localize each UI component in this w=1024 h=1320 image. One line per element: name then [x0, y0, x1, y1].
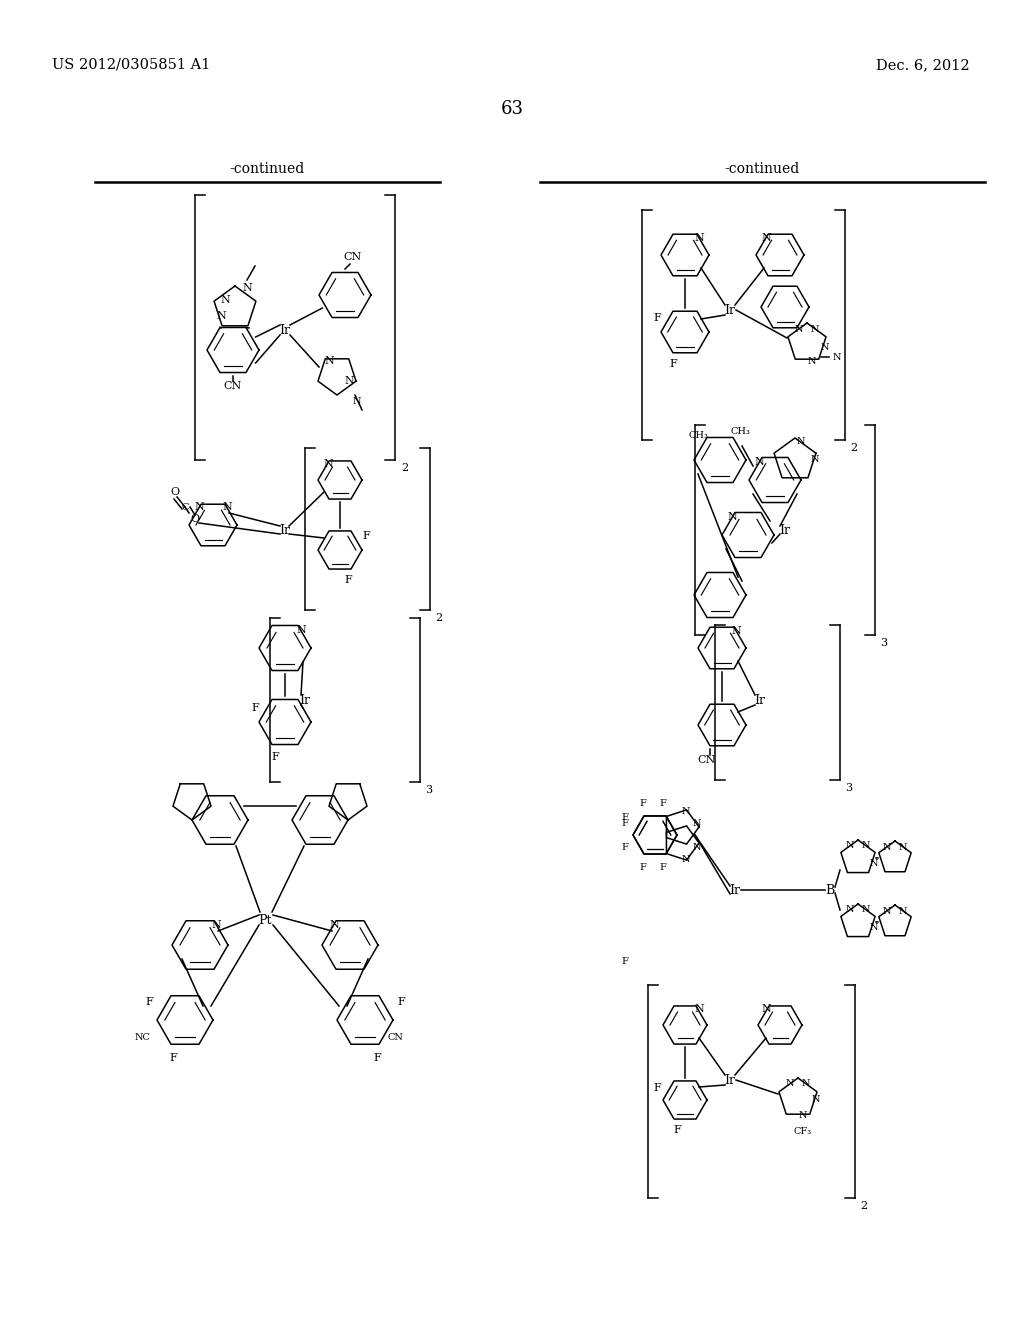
Text: US 2012/0305851 A1: US 2012/0305851 A1	[52, 58, 210, 73]
Text: N: N	[862, 906, 870, 915]
Text: CN: CN	[387, 1034, 402, 1043]
Text: O: O	[190, 513, 200, 524]
Text: N: N	[811, 325, 819, 334]
Text: N: N	[211, 920, 221, 931]
Text: N: N	[731, 626, 741, 636]
Text: F: F	[659, 862, 667, 871]
Text: F: F	[673, 1125, 681, 1135]
Text: F: F	[669, 359, 677, 370]
Text: N: N	[802, 1080, 810, 1089]
Text: N: N	[222, 502, 231, 512]
Text: N: N	[682, 807, 690, 816]
Text: F: F	[622, 842, 629, 851]
Text: C: C	[181, 503, 188, 511]
Text: 2: 2	[401, 463, 409, 473]
Text: N: N	[761, 234, 771, 243]
Text: B: B	[825, 883, 835, 896]
Text: N: N	[727, 512, 737, 521]
Text: Ir: Ir	[725, 1073, 735, 1086]
Text: N: N	[216, 312, 226, 321]
Text: N: N	[325, 356, 334, 366]
Text: -continued: -continued	[229, 162, 304, 176]
Text: N: N	[329, 920, 339, 931]
Text: N: N	[883, 842, 891, 851]
Text: N: N	[833, 352, 842, 362]
Text: Ir: Ir	[280, 524, 291, 536]
Text: F: F	[169, 1053, 177, 1063]
Text: 2: 2	[860, 1201, 867, 1210]
Text: F: F	[653, 313, 660, 323]
Text: F: F	[251, 704, 259, 713]
Text: 2: 2	[850, 444, 857, 453]
Text: F: F	[271, 752, 279, 762]
Text: N: N	[195, 502, 204, 512]
Text: Ir: Ir	[755, 693, 766, 706]
Text: CF₃: CF₃	[794, 1127, 812, 1137]
Text: F: F	[622, 818, 629, 828]
Text: N: N	[694, 234, 703, 243]
Text: 3: 3	[425, 785, 432, 795]
Text: Ir: Ir	[725, 304, 735, 317]
Text: F: F	[640, 862, 646, 871]
Text: Ir: Ir	[779, 524, 791, 536]
Text: N: N	[869, 923, 879, 932]
Text: F: F	[397, 997, 404, 1007]
Text: N: N	[821, 342, 829, 351]
Text: CH₃: CH₃	[688, 432, 708, 441]
Text: -continued: -continued	[724, 162, 800, 176]
Text: Pt: Pt	[258, 913, 271, 927]
Text: F: F	[622, 957, 629, 966]
Text: N: N	[352, 396, 361, 405]
Text: N: N	[693, 842, 701, 851]
Text: Ir: Ir	[299, 693, 310, 706]
Text: N: N	[242, 282, 252, 293]
Text: N: N	[785, 1080, 795, 1089]
Text: 3: 3	[880, 638, 887, 648]
Text: N: N	[862, 842, 870, 850]
Text: Ir: Ir	[729, 883, 740, 896]
Text: N: N	[869, 858, 879, 867]
Text: CN: CN	[224, 381, 242, 391]
Text: Dec. 6, 2012: Dec. 6, 2012	[877, 58, 970, 73]
Text: N: N	[883, 907, 891, 916]
Text: N: N	[220, 294, 229, 305]
Text: O: O	[170, 487, 179, 498]
Text: F: F	[640, 799, 646, 808]
Text: N: N	[808, 356, 816, 366]
Text: F: F	[622, 813, 629, 822]
Text: N: N	[811, 455, 819, 465]
Text: CH₃: CH₃	[730, 428, 750, 437]
Text: 63: 63	[501, 100, 523, 117]
Text: N: N	[812, 1096, 820, 1105]
Text: N: N	[344, 376, 354, 385]
Text: F: F	[653, 1082, 660, 1093]
Text: N: N	[754, 457, 764, 467]
Text: N: N	[846, 906, 854, 915]
Text: N: N	[846, 842, 854, 850]
Text: F: F	[344, 576, 352, 585]
Text: Ir: Ir	[280, 323, 291, 337]
Text: N: N	[324, 459, 333, 469]
Text: N: N	[761, 1005, 771, 1014]
Text: N: N	[795, 325, 803, 334]
Text: N: N	[694, 1005, 703, 1014]
Text: F: F	[362, 531, 370, 541]
Text: F: F	[659, 799, 667, 808]
Text: F: F	[145, 997, 153, 1007]
Text: CN: CN	[344, 252, 362, 261]
Text: N: N	[799, 1111, 807, 1121]
Text: N: N	[682, 854, 690, 863]
Text: N: N	[899, 907, 907, 916]
Text: N: N	[693, 818, 701, 828]
Text: CN: CN	[697, 755, 715, 766]
Text: 2: 2	[435, 612, 442, 623]
Text: F: F	[373, 1053, 381, 1063]
Text: N: N	[296, 624, 306, 635]
Text: N: N	[899, 842, 907, 851]
Text: 3: 3	[845, 783, 852, 793]
Text: N: N	[797, 437, 805, 446]
Text: NC: NC	[135, 1034, 151, 1043]
